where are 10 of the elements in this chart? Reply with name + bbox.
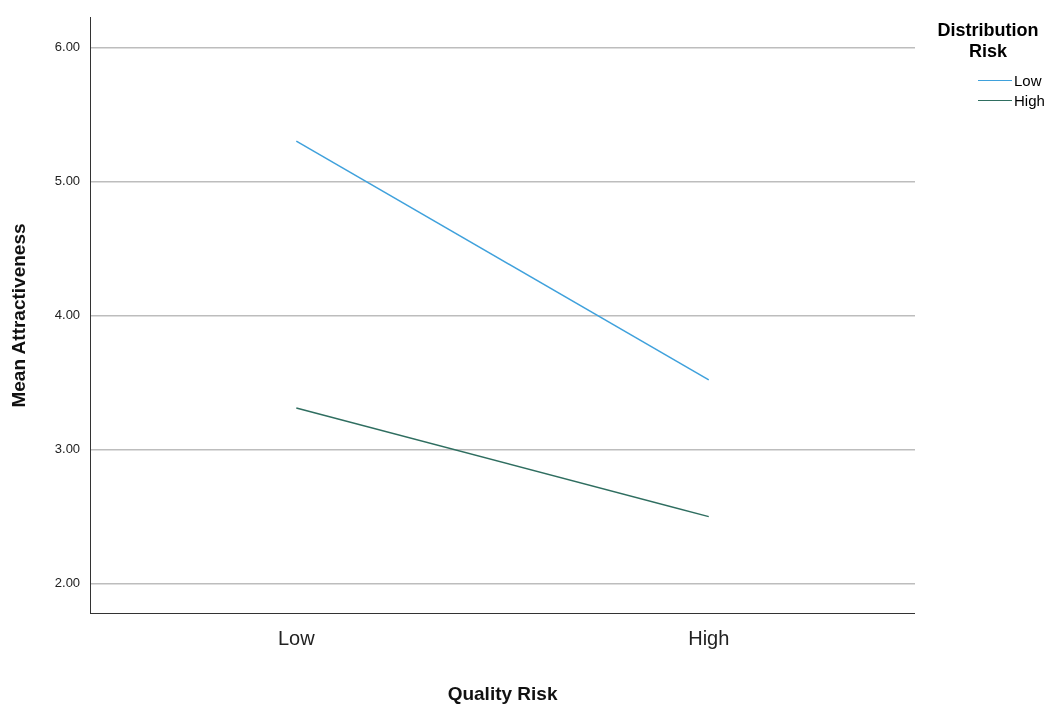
y-tick-label: 3.00	[54, 441, 81, 457]
y-axis-title: Mean Attractiveness	[7, 223, 29, 408]
legend-label: Low	[1014, 71, 1042, 89]
legend-label: High	[1014, 91, 1045, 109]
y-tick-label: 5.00	[54, 172, 81, 188]
y-tick-label: 4.00	[54, 307, 81, 323]
x-axis-title: Quality Risk	[447, 682, 558, 704]
legend-title: Distribution Risk	[936, 20, 1040, 62]
y-tick-label: 2.00	[54, 575, 81, 591]
y-tick-label: 6.00	[54, 38, 81, 54]
